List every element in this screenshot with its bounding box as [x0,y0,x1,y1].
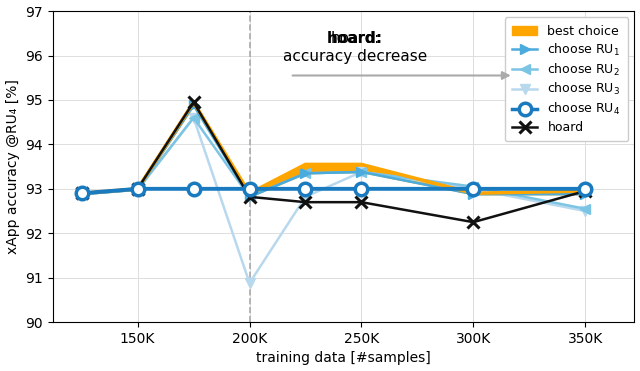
choose RU$_4$ [134,187,141,191]
choose RU$_3$ [358,170,365,174]
choose RU$_2$ [246,195,253,199]
choose RU$_1$ [134,187,141,192]
choose RU$_2$ [189,115,197,120]
choose RU$_4$ [581,187,589,191]
hoard [246,195,253,199]
hoard [189,100,197,104]
choose RU$_3$ [470,187,477,191]
Line: choose RU$_1$: choose RU$_1$ [77,101,590,202]
choose RU$_1$ [301,171,309,175]
hoard [358,200,365,204]
choose RU$_4$ [470,187,477,191]
choose RU$_3$ [189,115,197,120]
choose RU$_1$ [78,192,86,196]
Line: choose RU$_2$: choose RU$_2$ [77,113,590,214]
choose RU$_1$ [470,192,477,196]
choose RU$_2$ [78,192,86,196]
choose RU$_1$ [581,192,589,196]
Legend: best choice, choose RU$_1$, choose RU$_2$, choose RU$_3$, choose RU$_4$, hoard: best choice, choose RU$_1$, choose RU$_2… [505,17,628,141]
choose RU$_4$ [78,191,86,196]
choose RU$_3$ [581,209,589,213]
choose RU$_3$ [134,187,141,192]
Text: hoard:: hoard: [327,31,383,46]
Line: choose RU$_3$: choose RU$_3$ [77,113,590,288]
Line: hoard: hoard [76,96,591,228]
choose RU$_3$ [246,281,253,285]
X-axis label: training data [#samples]: training data [#samples] [256,351,431,365]
choose RU$_2$ [134,187,141,192]
Line: choose RU$_4$: choose RU$_4$ [76,183,591,200]
hoard [301,200,309,204]
choose RU$_2$ [470,184,477,189]
choose RU$_1$ [189,103,197,108]
hoard [581,189,589,193]
choose RU$_2$ [301,171,309,175]
hoard [78,191,86,196]
choose RU$_3$ [78,192,86,196]
choose RU$_4$ [358,187,365,191]
choose RU$_4$ [301,187,309,191]
Y-axis label: xApp accuracy @RU₄ [%]: xApp accuracy @RU₄ [%] [6,79,20,254]
hoard [134,187,141,191]
choose RU$_2$ [581,207,589,211]
choose RU$_4$ [189,187,197,191]
choose RU$_1$ [358,170,365,174]
choose RU$_1$ [246,195,253,199]
choose RU$_2$ [358,170,365,174]
hoard [470,220,477,224]
Text: hoard:
accuracy decrease: hoard: accuracy decrease [283,31,428,64]
choose RU$_4$ [246,187,253,191]
choose RU$_3$ [301,195,309,199]
